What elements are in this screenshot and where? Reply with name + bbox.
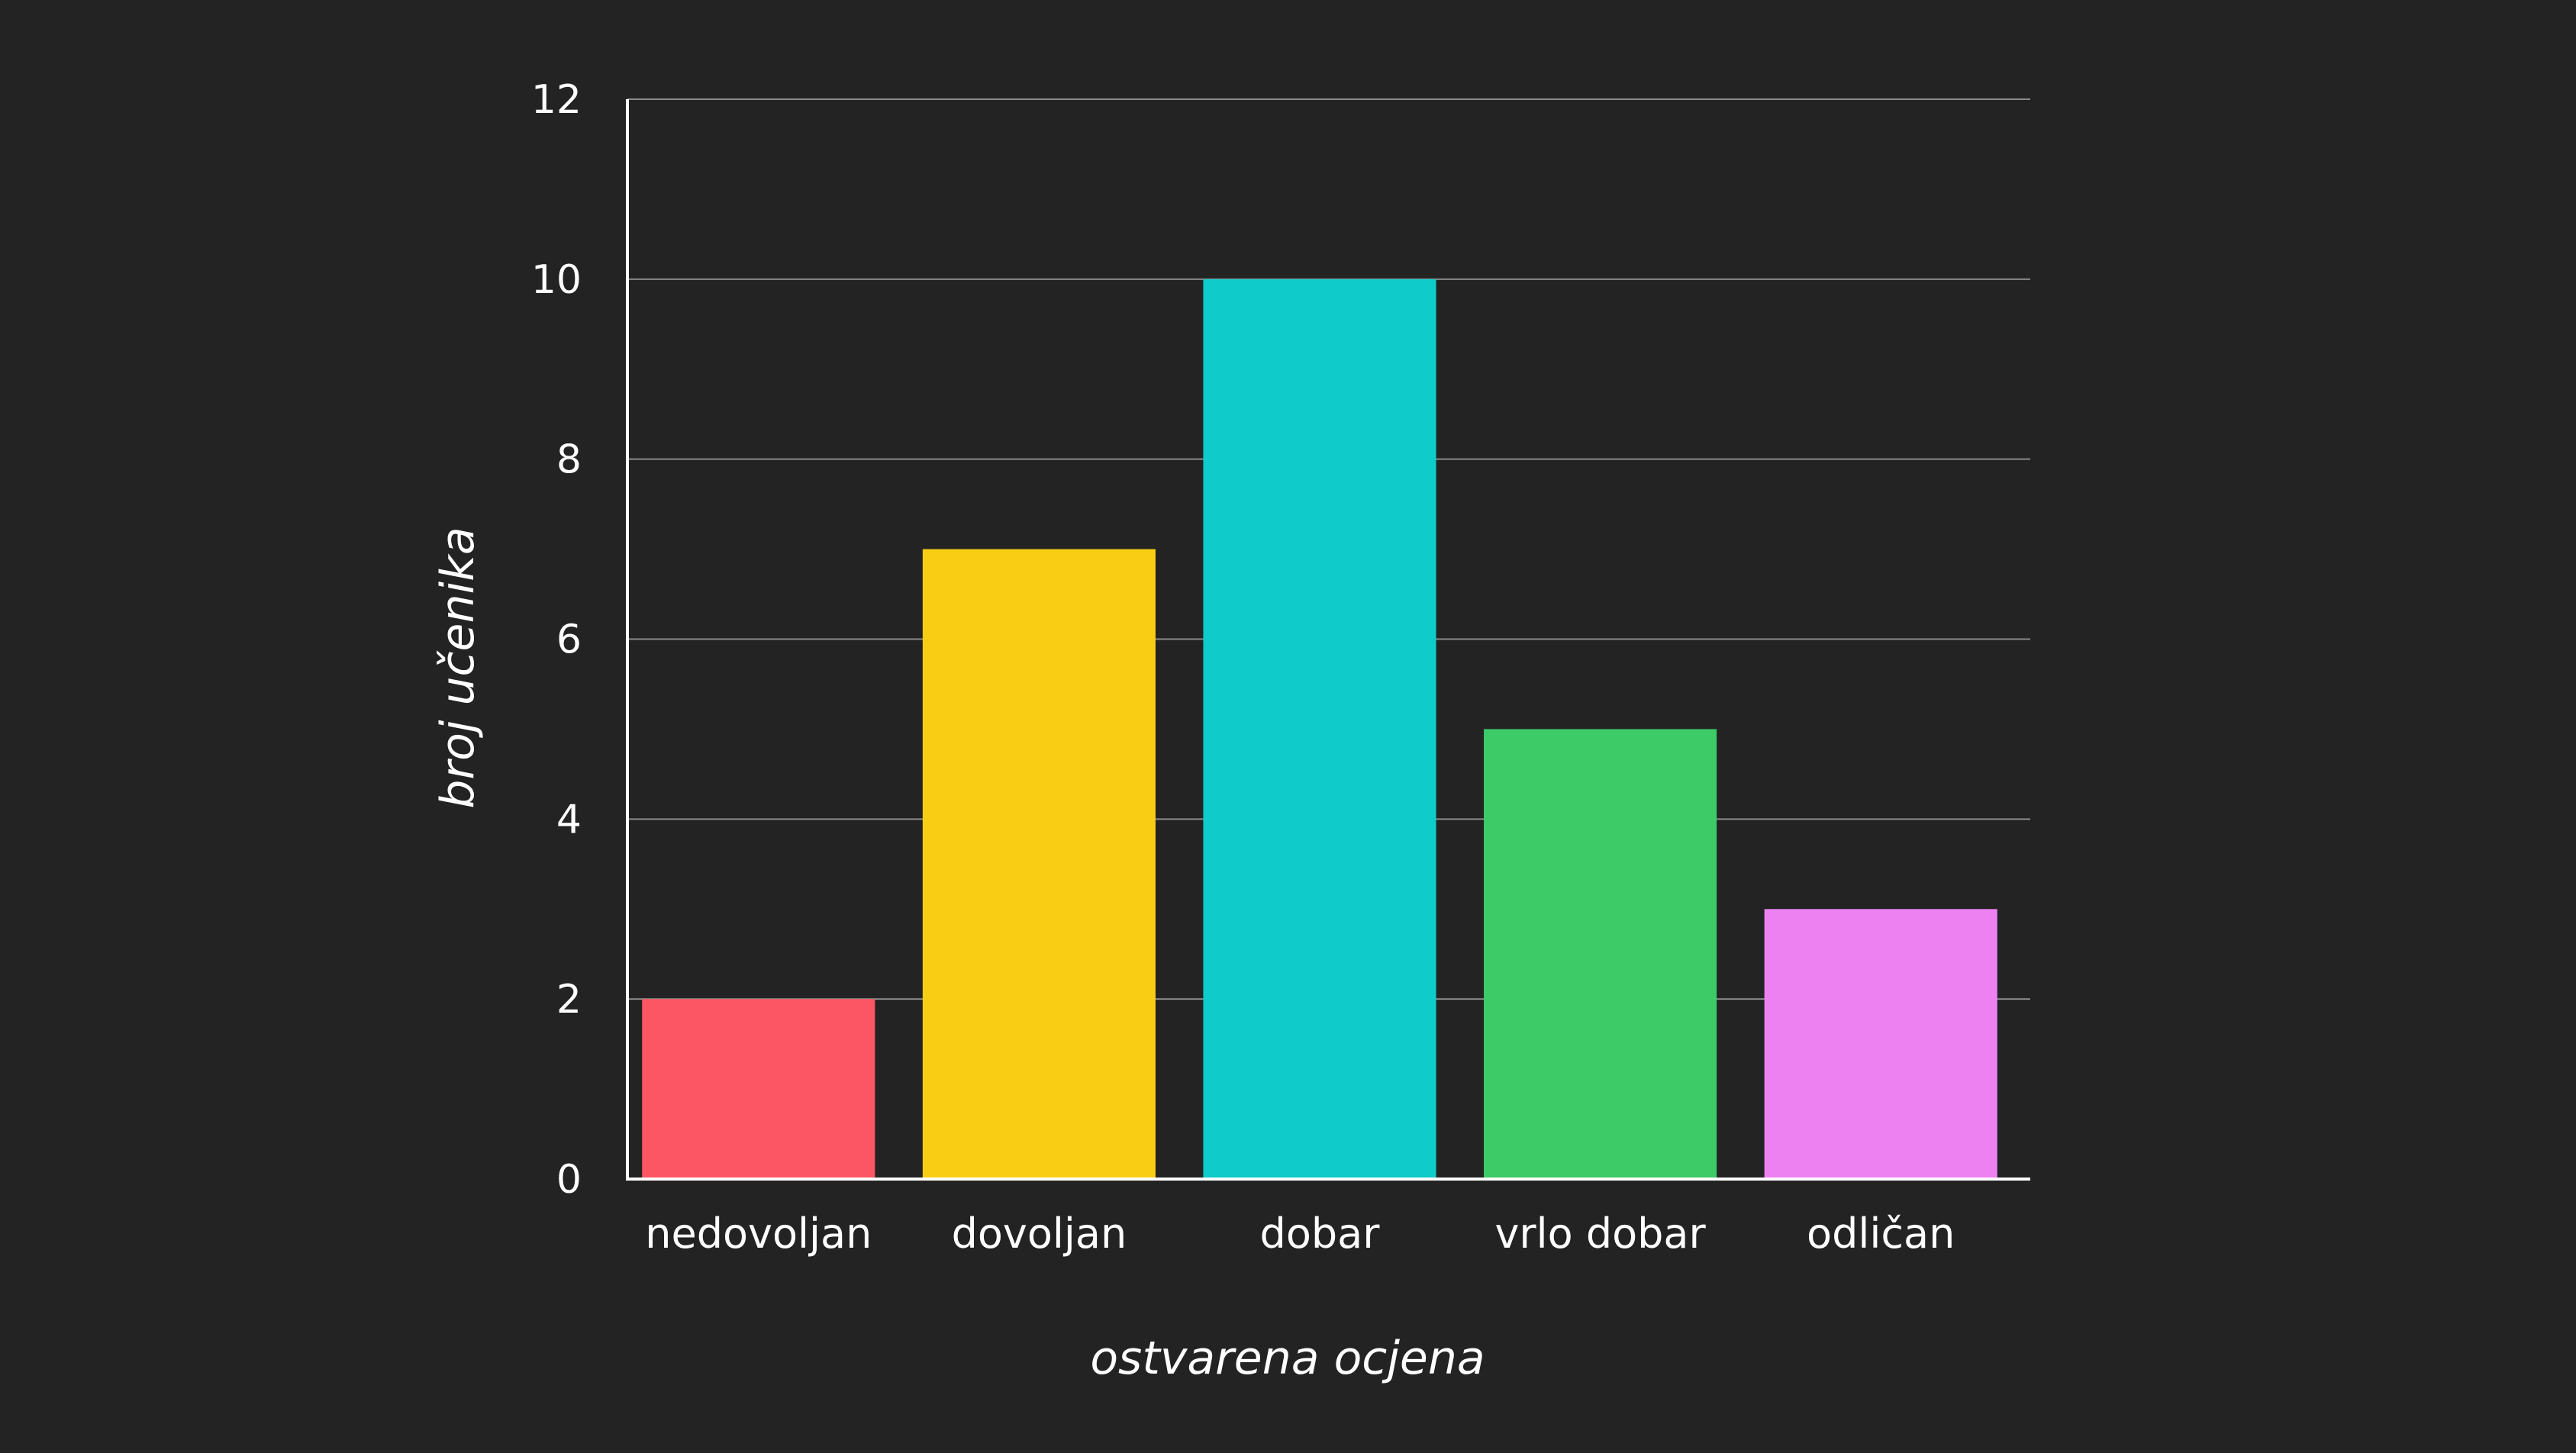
y-tick-label: 6 [556, 617, 582, 663]
x-tick-label: odličan [1807, 1210, 1955, 1258]
y-tick-labels: 0 2 4 6 8 10 12 [531, 77, 582, 1203]
y-tick-label: 2 [556, 977, 582, 1023]
x-axis-title: ostvarena ocjena [1090, 1332, 1485, 1385]
bar-vrlo-dobar [1484, 729, 1717, 1179]
y-tick-label: 0 [556, 1157, 582, 1203]
y-tick-label: 8 [556, 437, 582, 483]
x-tick-label: nedovoljan [645, 1210, 872, 1258]
y-axis-title: broj učenika [431, 527, 485, 808]
y-tick-label: 10 [531, 257, 582, 303]
bar-dovoljan [922, 549, 1156, 1179]
y-tick-label: 12 [531, 77, 582, 123]
bar-nedovoljan [642, 999, 875, 1179]
bar-odličan [1764, 909, 1997, 1179]
x-tick-label: vrlo dobar [1494, 1210, 1706, 1258]
x-tick-label: dovoljan [952, 1210, 1127, 1258]
bar-dobar [1203, 279, 1436, 1179]
x-tick-label: dobar [1260, 1210, 1381, 1258]
x-tick-labels: nedovoljan dovoljan dobar vrlo dobar odličan [645, 1210, 1955, 1258]
bars [642, 279, 1997, 1179]
y-tick-label: 4 [556, 797, 582, 842]
axes [626, 99, 2030, 1181]
